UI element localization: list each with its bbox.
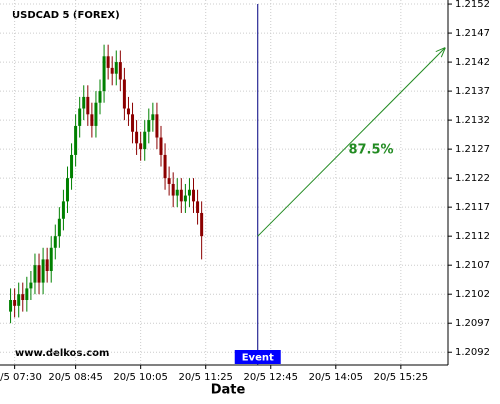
forecast-arrow (257, 48, 445, 237)
chart-title: USDCAD 5 (FOREX) (12, 10, 120, 21)
candle-body (122, 79, 126, 109)
candle-body (33, 265, 37, 283)
candle-body (45, 259, 49, 271)
candle-body (126, 108, 130, 115)
x-tick-label: 20/5 15:25 (374, 372, 428, 383)
y-tick-label: 1.2127 (455, 144, 490, 155)
y-tick-label: 1.2102 (455, 289, 490, 300)
candle-body (86, 96, 90, 115)
candle-body (171, 183, 175, 196)
candle-body (57, 218, 61, 237)
x-tick-label: 20/5 07:30 (0, 372, 42, 383)
watermark: www.delkos.com (15, 348, 109, 359)
candle-body (155, 114, 159, 138)
candle-body (143, 131, 147, 150)
candle-body (78, 108, 82, 126)
candle-body (183, 195, 187, 202)
candle-body (110, 67, 114, 74)
candle-body (49, 247, 53, 271)
candle-body (163, 154, 167, 179)
candle-body (135, 131, 139, 144)
candle-body (61, 201, 65, 219)
y-tick-label: 1.2142 (455, 57, 490, 68)
plot-area (0, 0, 448, 365)
candle-body (53, 236, 57, 248)
y-tick-label: 1.2092 (455, 347, 490, 358)
candle-body (192, 189, 196, 202)
candle-body (74, 125, 78, 155)
y-tick-label: 1.2152 (455, 0, 490, 10)
x-tick-label: 20/5 14:05 (309, 372, 363, 383)
y-tick-label: 1.2117 (455, 202, 490, 213)
candle-body (9, 300, 13, 312)
y-tick-label: 1.2132 (455, 115, 490, 126)
x-tick-label: 20/5 11:25 (178, 372, 232, 383)
candle-body (17, 294, 21, 306)
candle-body (131, 114, 135, 132)
candle-body (13, 300, 17, 306)
y-tick-label: 1.2137 (455, 86, 490, 97)
event-label-bg (234, 350, 281, 364)
x-axis-title: Date (211, 383, 246, 398)
x-tick-label: 20/5 12:45 (244, 372, 298, 383)
candle-body (94, 102, 98, 126)
y-tick-label: 1.2107 (455, 260, 490, 271)
candle-body (70, 154, 74, 179)
candle-body (175, 189, 179, 196)
candle-body (29, 282, 33, 289)
candle-body (167, 178, 171, 184)
candle-body (25, 288, 29, 301)
candle-body (82, 96, 86, 109)
candle-body (21, 294, 25, 301)
event-label: Event (242, 353, 274, 364)
y-tick-label: 1.2112 (455, 231, 490, 242)
candle-body (187, 189, 191, 196)
x-tick-label: 20/5 08:45 (48, 372, 102, 383)
candle-body (196, 201, 200, 213)
candle-body (159, 137, 163, 155)
candle-body (114, 62, 118, 74)
forecast-label: 87.5% (348, 143, 393, 158)
y-tick-label: 1.2147 (455, 28, 490, 39)
candle-body (37, 265, 41, 283)
candle-body (147, 120, 151, 132)
candle-body (90, 114, 94, 126)
y-tick-label: 1.2097 (455, 318, 490, 329)
candle-body (41, 259, 45, 283)
candle-body (151, 114, 155, 121)
candle-body (118, 62, 122, 80)
y-tick-label: 1.2122 (455, 173, 490, 184)
candle-body (65, 178, 69, 202)
x-tick-label: 20/5 10:05 (113, 372, 167, 383)
candle-body (102, 56, 106, 92)
candle-body (98, 91, 102, 103)
candle-body (139, 143, 143, 150)
candle-body (200, 212, 204, 237)
candle-body (106, 56, 110, 68)
candle-body (179, 189, 183, 202)
